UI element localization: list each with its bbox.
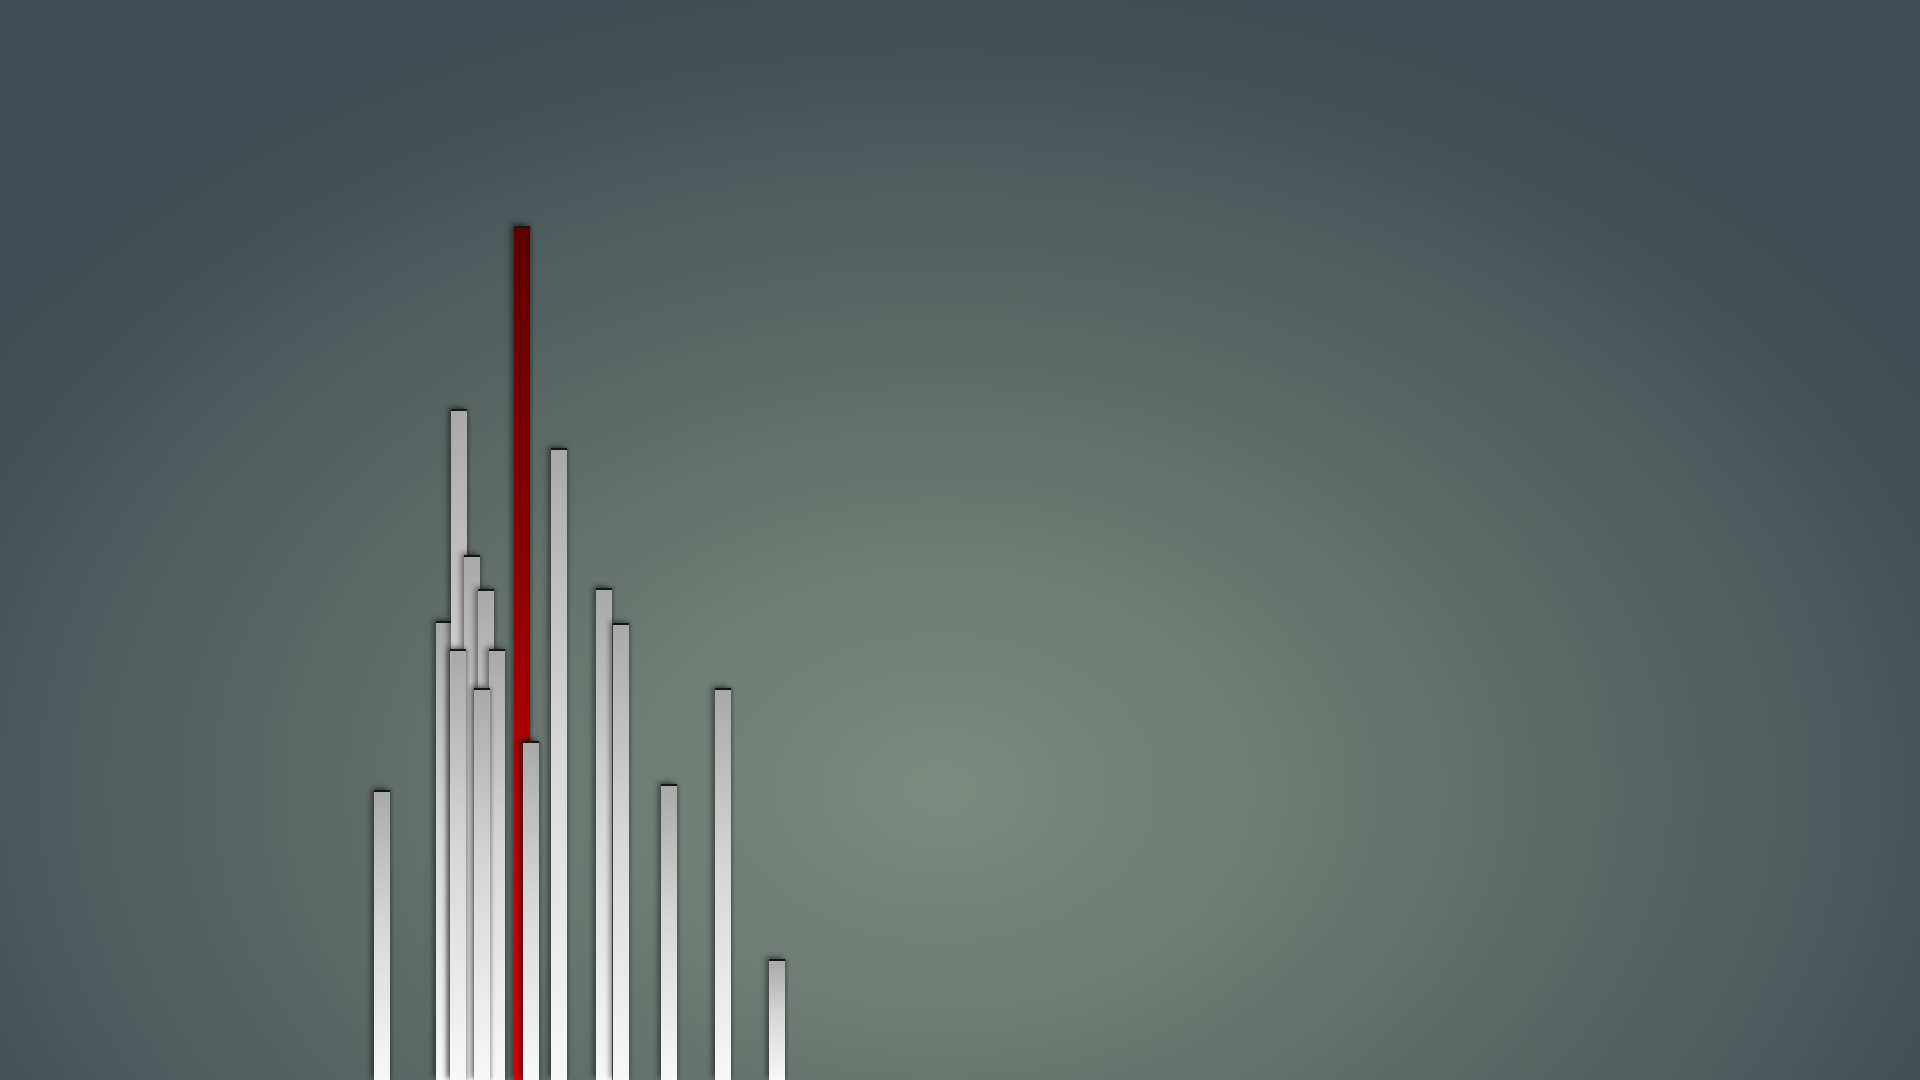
bar-11 — [596, 588, 612, 1080]
bar-7 — [489, 649, 505, 1080]
bar-6 — [450, 649, 466, 1080]
bar-9 — [523, 741, 539, 1080]
bar-2 — [436, 621, 452, 1080]
bar-13 — [661, 784, 677, 1080]
bar-14 — [715, 688, 731, 1080]
bar-1 — [374, 790, 390, 1080]
bar-10 — [551, 448, 567, 1080]
bar-12 — [613, 623, 629, 1080]
bar-15 — [769, 959, 785, 1080]
bar-8 — [474, 688, 490, 1080]
